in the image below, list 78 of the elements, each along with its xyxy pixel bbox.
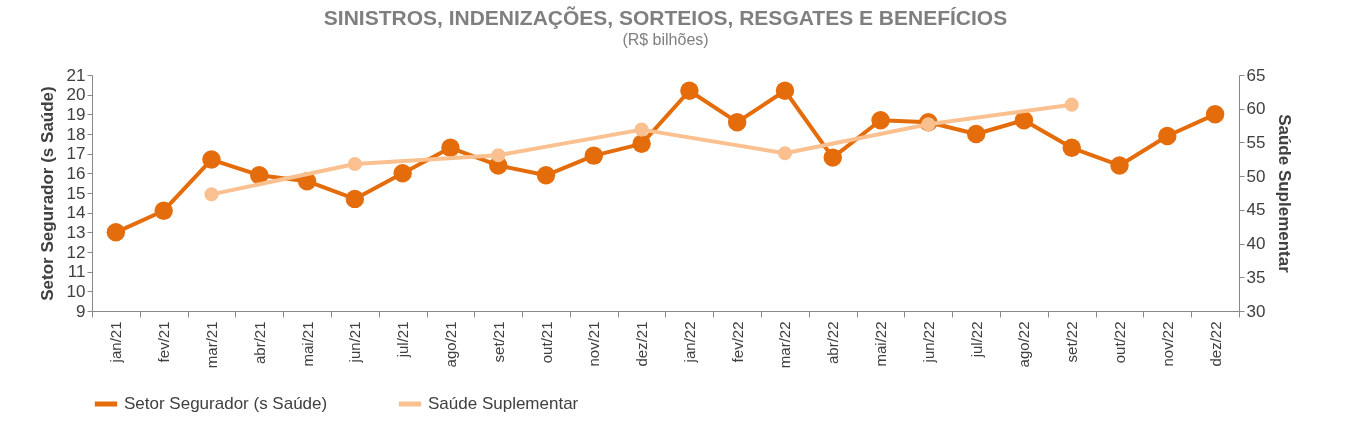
x-tick-label: abr/22 (824, 321, 842, 365)
point (1205, 105, 1225, 124)
point (204, 187, 219, 202)
y2-tick-label: 30 (1246, 301, 1266, 321)
y-tick-label: 10 (66, 281, 86, 301)
point (966, 124, 986, 144)
y-tick-label: 20 (66, 85, 86, 105)
point (823, 148, 842, 167)
y2-tick-label: 45 (1246, 200, 1266, 220)
point (777, 146, 793, 161)
x-tick-label: jul/21 (394, 321, 412, 359)
y-tick-label: 11 (67, 262, 86, 282)
y-tick-label: 19 (66, 104, 86, 124)
y2-tick-label: 35 (1246, 267, 1266, 287)
x-tick-label: out/21 (537, 321, 555, 364)
point (1064, 97, 1079, 112)
point (584, 146, 604, 165)
x-tick-label: jan/21 (107, 321, 125, 364)
point (1062, 138, 1081, 157)
y-tick-label: 12 (66, 242, 86, 262)
x-tick-label: jun/22 (919, 321, 937, 364)
y2-tick-label: 65 (1246, 65, 1266, 85)
point (393, 164, 412, 183)
x-tick-label: set/22 (1063, 321, 1081, 363)
point (634, 122, 649, 137)
x-tick-label: dez/22 (1206, 321, 1224, 367)
y-tick-label: 14 (66, 203, 86, 223)
y2-axis-title: Saúde Suplementar (1275, 114, 1295, 274)
x-tick-label: out/22 (1111, 321, 1129, 364)
y2-tick-label: 60 (1246, 99, 1266, 119)
point (345, 189, 365, 209)
x-tick-label: mai/22 (872, 321, 890, 367)
x-tick-label: ago/22 (1015, 321, 1033, 368)
x-tick-label: mar/22 (776, 321, 794, 369)
chart-title: SINISTROS, INDENIZAÇÕES, SORTEIOS, RESGATES E BENEFÍCIOS (323, 6, 1008, 29)
y2-tick-label: 55 (1246, 132, 1266, 152)
x-tick-label: abr/21 (250, 321, 268, 365)
legend-label: Saúde Suplementar (428, 394, 579, 413)
point (491, 148, 506, 163)
x-tick-label: nov/21 (585, 321, 603, 367)
y-tick-label: 15 (66, 183, 86, 203)
x-tick-label: fev/22 (728, 321, 746, 363)
point (775, 81, 795, 100)
y2-tick-label: 40 (1246, 234, 1266, 254)
point (921, 117, 936, 132)
x-tick-label: fev/21 (155, 321, 173, 363)
legend-label: Setor Segurador (s Saúde) (124, 394, 328, 413)
point (154, 201, 173, 220)
point (1110, 156, 1129, 175)
x-tick-label: dez/21 (633, 321, 651, 367)
x-tick-label: nov/22 (1158, 321, 1176, 367)
x-tick-label: jan/22 (680, 321, 698, 364)
point (727, 113, 747, 132)
point (1158, 126, 1177, 146)
y-tick-label: 21 (66, 65, 86, 85)
point (106, 223, 126, 242)
x-tick-label: set/21 (489, 321, 507, 363)
y-tick-label: 17 (66, 144, 86, 164)
x-tick-label: mar/21 (202, 321, 220, 369)
point (536, 166, 556, 185)
point (632, 134, 651, 154)
x-tick-label: ago/21 (441, 321, 459, 368)
y-tick-label: 18 (66, 124, 86, 144)
point (871, 111, 890, 130)
chart-subtitle: (R$ bilhões) (622, 31, 709, 48)
point (1014, 111, 1034, 130)
point (680, 81, 699, 100)
y-tick-label: 9 (76, 301, 86, 321)
point (202, 150, 221, 169)
x-tick-label: jun/21 (346, 321, 364, 364)
y-axis-title: Setor Segurador (s Saúde) (37, 86, 57, 301)
y-tick-label: 13 (66, 222, 86, 242)
x-tick-label: jul/22 (967, 321, 985, 359)
point (347, 156, 362, 172)
y2-tick-label: 50 (1246, 166, 1266, 186)
x-tick-label: mai/21 (298, 321, 316, 367)
y-tick-label: 16 (66, 163, 86, 183)
point (441, 138, 460, 157)
